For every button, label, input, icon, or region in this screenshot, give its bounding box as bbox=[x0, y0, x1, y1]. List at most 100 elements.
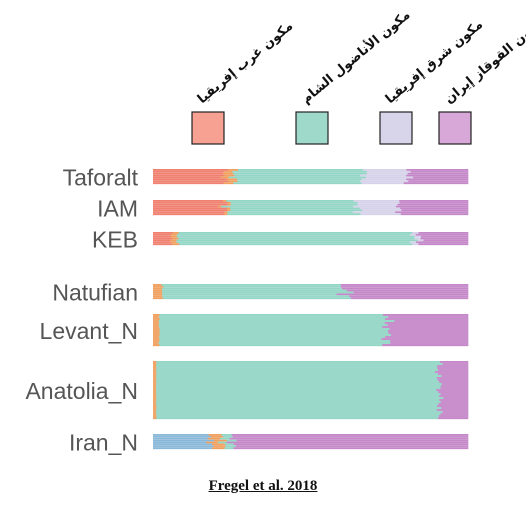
bar-segment-caucasus-iran bbox=[440, 385, 469, 388]
bar-segment-orange bbox=[153, 405, 157, 408]
bar-segment-caucasus-iran bbox=[423, 239, 469, 242]
bar-segment-caucasus-iran bbox=[440, 393, 469, 396]
bar-segment-anatolia-levant bbox=[178, 232, 413, 235]
bar-segment-blue bbox=[153, 439, 215, 442]
group-label: Levant_N bbox=[40, 318, 138, 344]
bar-segment-caucasus-iran bbox=[439, 399, 469, 402]
bar-segment-anatolia-levant bbox=[159, 322, 386, 325]
bar-segment-orange bbox=[153, 285, 164, 288]
bar-segment-blue bbox=[153, 445, 214, 448]
bar-segment-west-africa bbox=[153, 172, 224, 175]
bar-segment-east-africa bbox=[417, 239, 424, 242]
bar-segment-anatolia-levant bbox=[156, 377, 438, 380]
bar-segment-east-africa bbox=[357, 201, 400, 204]
bar-segment-caucasus-iran bbox=[437, 405, 469, 408]
bar-segment-anatolia-levant bbox=[162, 297, 352, 300]
bar-segment-caucasus-iran bbox=[400, 207, 469, 210]
bar-segment-anatolia-levant bbox=[156, 391, 439, 394]
bar-segment-caucasus-iran bbox=[418, 243, 469, 246]
bar-segment-anatolia-levant bbox=[176, 239, 418, 242]
bar-segment-orange bbox=[153, 365, 157, 368]
bar-segment-caucasus-iran bbox=[399, 201, 469, 204]
sample-group: Taforalt bbox=[63, 165, 469, 191]
bar-segment-caucasus-iran bbox=[438, 415, 469, 418]
bar-segment-anatolia-levant bbox=[159, 332, 389, 335]
bar-segment-west-africa bbox=[153, 207, 228, 210]
bar-segment-anatolia-levant bbox=[158, 342, 391, 345]
bar-segment-east-africa bbox=[414, 237, 421, 240]
bar-segment-anatolia-levant bbox=[156, 363, 443, 366]
bar-segment-anatolia-levant bbox=[236, 178, 362, 181]
bar-segment-caucasus-iran bbox=[407, 172, 469, 175]
bar-segment-orange bbox=[223, 200, 227, 203]
bar-segment-orange bbox=[153, 297, 164, 300]
bar-segment-orange bbox=[153, 291, 163, 294]
bar-segment-orange bbox=[153, 403, 157, 406]
bar-segment-blue bbox=[153, 435, 212, 438]
bar-segment-orange bbox=[153, 411, 157, 414]
bar-segment-orange bbox=[153, 415, 157, 418]
bar-segment-orange bbox=[153, 344, 160, 347]
bar-segment-caucasus-iran bbox=[413, 176, 469, 179]
bar-segment-orange bbox=[153, 334, 160, 337]
bar-segment-caucasus-iran bbox=[401, 209, 469, 212]
bar-segment-caucasus-iran bbox=[235, 445, 469, 448]
bar-segment-orange bbox=[172, 237, 179, 240]
bar-segment-caucasus-iran bbox=[226, 441, 469, 444]
sample-group: Iran_N bbox=[69, 430, 469, 456]
bar-segment-anatolia-levant bbox=[155, 393, 441, 396]
bar-segment-caucasus-iran bbox=[439, 381, 469, 384]
bar-segment-anatolia-levant bbox=[178, 237, 415, 240]
bar-segment-orange bbox=[153, 318, 160, 321]
legend-item: مكون غرب إفريقيا bbox=[191, 19, 296, 145]
bar-segment-caucasus-iran bbox=[420, 237, 469, 240]
bar-segment-caucasus-iran bbox=[438, 391, 469, 394]
bar-segment-orange bbox=[210, 435, 224, 438]
bar-segment-orange bbox=[153, 395, 157, 398]
bar-segment-orange bbox=[153, 363, 157, 366]
bar-segment-orange bbox=[224, 213, 228, 216]
bar-segment-orange bbox=[153, 336, 160, 339]
bar-segment-orange bbox=[153, 295, 163, 298]
bar-segment-orange bbox=[206, 441, 218, 444]
bar-segment-orange bbox=[153, 322, 160, 325]
bar-segment-east-africa bbox=[409, 233, 417, 236]
bar-segment-west-africa bbox=[153, 241, 171, 244]
sample-group: IAM bbox=[97, 196, 469, 222]
bar-segment-caucasus-iran bbox=[440, 387, 469, 390]
bar-segment-caucasus-iran bbox=[382, 326, 469, 329]
bar-segment-blue bbox=[153, 447, 213, 450]
bar-segment-anatolia-levant bbox=[156, 399, 440, 402]
bar-segment-anatolia-levant bbox=[156, 387, 441, 390]
bar-segment-caucasus-iran bbox=[381, 338, 469, 341]
bar-segment-blue bbox=[153, 437, 208, 440]
bar-segment-west-africa bbox=[153, 180, 229, 183]
sample-group: Levant_N bbox=[40, 314, 469, 347]
bar-segment-caucasus-iran bbox=[385, 318, 469, 321]
bar-segment-caucasus-iran bbox=[233, 443, 469, 446]
bar-segment-anatolia-levant bbox=[176, 235, 416, 238]
bar-segment-caucasus-iran bbox=[350, 297, 469, 300]
bar-segment-anatolia-levant bbox=[176, 241, 411, 244]
bar-segment-anatolia-levant bbox=[163, 285, 342, 288]
bar-segment-orange bbox=[153, 340, 160, 343]
bar-segment-east-africa bbox=[409, 241, 417, 244]
bar-segment-caucasus-iran bbox=[441, 375, 469, 378]
bar-segment-anatolia-levant bbox=[156, 365, 438, 368]
bar-segment-anatolia-levant bbox=[159, 336, 386, 339]
bar-segment-orange bbox=[153, 401, 157, 404]
bar-segment-east-africa bbox=[412, 243, 419, 246]
bar-segment-orange bbox=[212, 447, 225, 450]
sample-group: Anatolia_N bbox=[25, 361, 469, 420]
bar-segment-anatolia-levant bbox=[217, 441, 227, 444]
bar-segment-caucasus-iran bbox=[387, 330, 469, 333]
bar-segment-orange bbox=[227, 209, 231, 212]
bar-segment-anatolia-levant bbox=[156, 379, 438, 382]
bar-segment-anatolia-levant bbox=[230, 209, 363, 212]
bar-segment-orange bbox=[153, 379, 157, 382]
bar-segment-anatolia-levant bbox=[161, 284, 342, 287]
bar-segment-orange bbox=[153, 316, 160, 319]
bar-segment-caucasus-iran bbox=[437, 373, 469, 376]
bar-segment-caucasus-iran bbox=[383, 314, 469, 317]
bar-segment-west-africa bbox=[153, 169, 229, 172]
